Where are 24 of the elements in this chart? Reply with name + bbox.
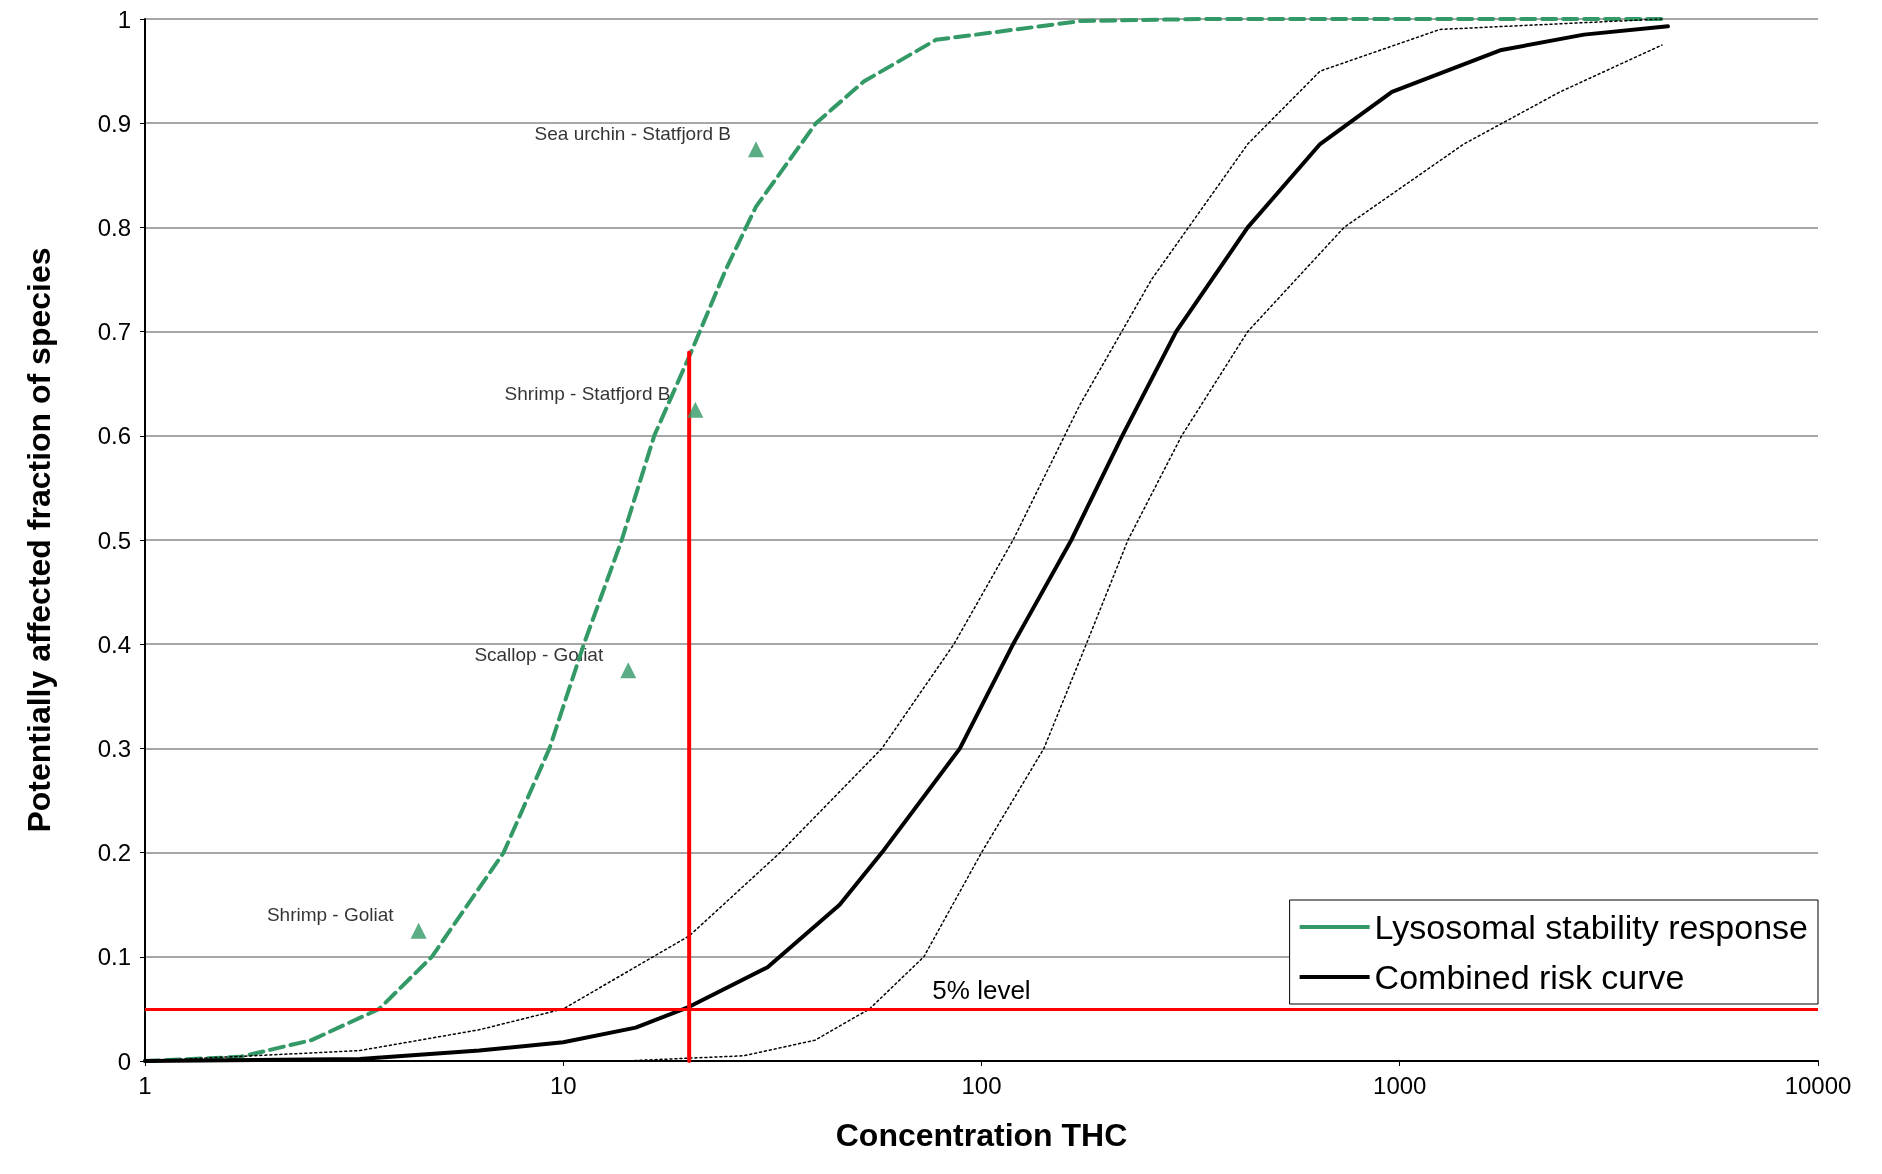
y-tick-label: 0.4 (97, 630, 131, 658)
y-tick-label: 1 (117, 5, 131, 33)
y-axis-title: Potentially affected fraction of species (21, 247, 57, 833)
y-tick-label: 0 (117, 1047, 131, 1075)
annotation: Sea urchin - Statfjord B (534, 122, 732, 144)
y-tick-label: 0.5 (97, 526, 131, 554)
annotation: Shrimp - Goliat (266, 904, 395, 926)
x-tick-label: 1000 (1373, 1071, 1427, 1099)
y-tick-label: 0.8 (97, 213, 131, 241)
y-tick-label: 0.6 (97, 422, 131, 450)
legend-label: Combined risk curve (1374, 958, 1685, 996)
y-tick-label: 0.7 (97, 318, 131, 346)
y-tick-label: 0.1 (97, 943, 131, 971)
y-tick-label: 0.2 (97, 839, 131, 867)
x-axis-title: Concentration THC (835, 1117, 1128, 1153)
x-tick-label: 1 (138, 1071, 152, 1099)
x-tick-label: 100 (961, 1071, 1002, 1099)
x-tick-label: 10000 (1784, 1071, 1852, 1099)
y-tick-label: 0.3 (97, 734, 131, 762)
annotation: Shrimp - Statfjord B (504, 383, 671, 405)
ref-line-label: 5% level (932, 974, 1031, 1005)
legend-label: Lysosomal stability response (1374, 908, 1809, 946)
y-tick-label: 0.9 (97, 109, 131, 137)
x-tick-label: 10 (549, 1071, 577, 1099)
